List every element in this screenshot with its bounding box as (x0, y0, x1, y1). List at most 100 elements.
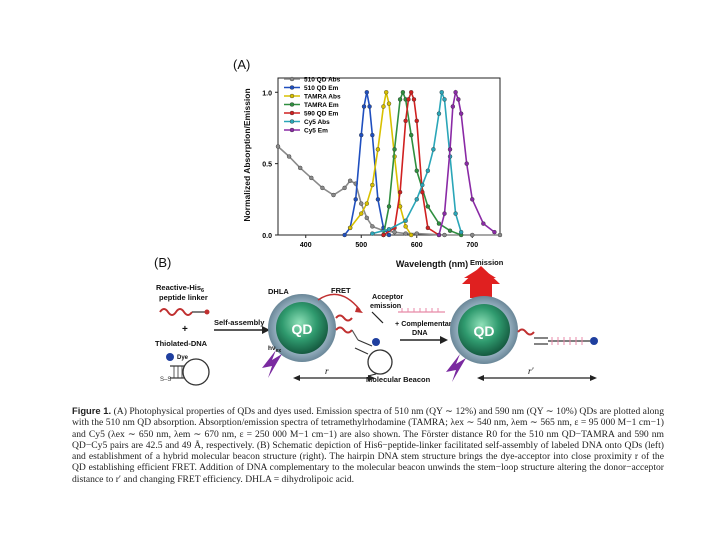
legend-label: 590 QD Em (304, 111, 339, 118)
plus-sign: + (182, 324, 188, 335)
data-point (375, 147, 381, 152)
distance-r-right: r′ (477, 366, 597, 381)
legend-item: Cy5 Abs (284, 119, 330, 126)
data-point (453, 90, 458, 95)
left-qd-label: QD (292, 321, 313, 337)
peptide-linker-label: peptide linker (159, 293, 208, 302)
data-point (431, 147, 436, 152)
data-point (286, 154, 292, 159)
legend-item: 510 QD Em (284, 85, 339, 92)
data-point (458, 111, 464, 116)
data-point (450, 104, 456, 109)
data-point (400, 90, 406, 95)
excitation-bolt-left (262, 350, 282, 378)
series-tamra-abs (347, 90, 414, 238)
data-point (342, 185, 347, 191)
r-label-left: r (325, 366, 329, 376)
data-point (442, 211, 447, 216)
data-point (359, 132, 364, 138)
data-point (425, 225, 431, 231)
data-point (442, 97, 447, 102)
complementary-dna-label: + Complementary DNA (395, 319, 456, 337)
x-tick-label: 600 (411, 242, 423, 249)
data-point (403, 118, 408, 124)
data-point (481, 221, 486, 226)
data-point (359, 201, 364, 206)
legend-item: TAMRA Em (284, 102, 339, 109)
data-point (420, 182, 425, 188)
dhla-label: DHLA (268, 287, 289, 296)
excitation-bolt-right (446, 354, 466, 382)
left-qd-core (276, 302, 328, 354)
x-axis-label: Wavelength (nm) (396, 259, 468, 269)
legend-label: TAMRA Em (304, 102, 339, 109)
acceptor-emission-label: Acceptor emission (370, 292, 403, 310)
self-assembly-label: Self-assembly (214, 318, 265, 327)
data-point (409, 90, 414, 95)
legend-item: 590 QD Em (284, 111, 339, 118)
molecular-beacon-label: Molecular Beacon (366, 375, 431, 384)
data-point (386, 227, 392, 232)
data-point (414, 118, 419, 124)
data-point (447, 228, 453, 233)
data-point (347, 178, 353, 183)
data-point (370, 224, 375, 229)
reactive-his-label: Reactive-His6 (156, 283, 204, 294)
data-point (458, 229, 464, 235)
data-point (497, 232, 503, 238)
x-tick-label: 700 (466, 242, 478, 249)
data-point (320, 185, 325, 191)
panel-a-label: (A) (233, 57, 251, 72)
data-point (425, 204, 431, 209)
left-peptide-attachment (335, 314, 359, 341)
data-point (442, 232, 447, 238)
data-point (392, 229, 397, 235)
legend-item: Cy5 Em (284, 128, 328, 135)
distance-r-left: r (293, 366, 375, 381)
data-point (397, 97, 403, 102)
x-tick-label: 400 (300, 242, 312, 249)
data-point (436, 221, 442, 226)
data-point (470, 232, 475, 238)
data-point (436, 232, 442, 238)
data-point (347, 225, 353, 231)
molecular-beacon-hairpin (354, 338, 393, 375)
data-point (409, 132, 414, 138)
legend-label: Cy5 Em (304, 128, 328, 135)
data-point (411, 97, 417, 102)
data-point (414, 168, 419, 173)
data-point (275, 144, 281, 149)
series-510-qd-abs (275, 144, 503, 238)
data-point (453, 211, 458, 216)
data-point (425, 168, 431, 173)
y-tick-label: 0.5 (262, 162, 272, 169)
hybridization-arrow (400, 336, 448, 344)
self-assembly-arrow (214, 326, 270, 334)
fret-label: FRET (331, 286, 351, 295)
y-axis-label: Normalized Absorption/Emission (242, 88, 252, 221)
right-qd-label: QD (474, 323, 495, 339)
data-point (456, 97, 461, 102)
complementary-dna-graphic (398, 308, 445, 313)
data-point (470, 197, 475, 202)
thiolated-dna-label: Thiolated-DNA (155, 339, 208, 348)
data-point (364, 201, 369, 206)
data-point (403, 231, 408, 236)
svg-text:S–S: S–S (160, 377, 171, 383)
data-point (403, 224, 408, 229)
data-point (370, 231, 375, 236)
schematic-diagram: Reactive-His6 peptide linker + Thiolated… (155, 258, 598, 386)
legend-label: TAMRA Abs (304, 94, 341, 101)
data-point (384, 90, 389, 95)
panel-b-label: (B) (154, 255, 172, 270)
data-point (464, 161, 469, 166)
dye-label: Dye (177, 355, 189, 361)
peptide-linker-graphic (159, 308, 210, 316)
emission-label: Emission (470, 258, 504, 267)
chart-series (275, 89, 503, 238)
data-point (375, 197, 381, 202)
figure-number: Figure 1. (72, 405, 112, 416)
legend-label: Cy5 Abs (304, 119, 330, 126)
